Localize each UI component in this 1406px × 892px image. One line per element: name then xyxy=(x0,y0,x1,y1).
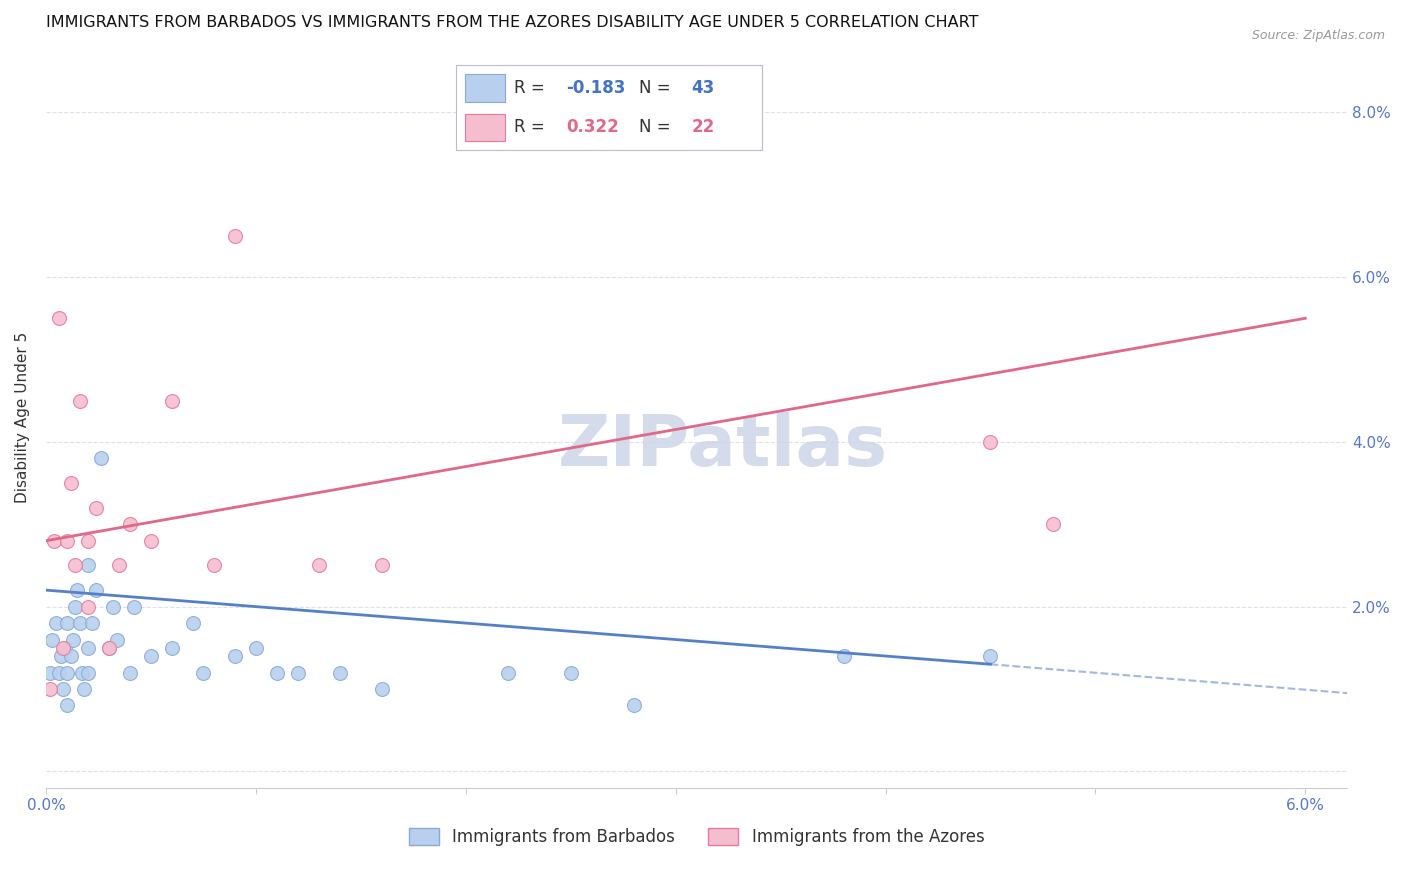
Point xyxy=(122,599,145,614)
Point xyxy=(160,640,183,655)
Point xyxy=(66,583,89,598)
Point xyxy=(308,558,330,573)
Y-axis label: Disability Age Under 5: Disability Age Under 5 xyxy=(15,332,30,503)
Text: ZIPatlas: ZIPatlas xyxy=(558,412,887,482)
Point xyxy=(69,393,91,408)
Point xyxy=(86,583,108,598)
Point xyxy=(287,665,309,680)
Point xyxy=(77,665,100,680)
Text: Source: ZipAtlas.com: Source: ZipAtlas.com xyxy=(1251,29,1385,43)
Point xyxy=(979,434,1001,449)
Point xyxy=(97,640,120,655)
Point xyxy=(56,665,79,680)
Point xyxy=(41,632,63,647)
Point xyxy=(52,681,75,696)
Point xyxy=(49,648,72,663)
Point xyxy=(60,476,83,491)
Point xyxy=(979,648,1001,663)
Point xyxy=(105,632,128,647)
Point xyxy=(65,599,87,614)
Point xyxy=(224,648,246,663)
Point xyxy=(371,681,394,696)
Point xyxy=(1042,517,1064,532)
Point xyxy=(181,616,204,631)
Point xyxy=(52,640,75,655)
Point xyxy=(77,558,100,573)
Point xyxy=(39,681,62,696)
Point xyxy=(224,228,246,243)
Point xyxy=(70,665,93,680)
Point xyxy=(56,698,79,713)
Point xyxy=(62,632,84,647)
Point xyxy=(44,533,66,548)
Point xyxy=(65,558,87,573)
Point xyxy=(73,681,96,696)
Point xyxy=(77,640,100,655)
Point xyxy=(101,599,124,614)
Point xyxy=(90,451,112,466)
Point xyxy=(97,640,120,655)
Point xyxy=(266,665,288,680)
Point xyxy=(202,558,225,573)
Point xyxy=(193,665,215,680)
Point xyxy=(69,616,91,631)
Point xyxy=(832,648,855,663)
Point xyxy=(39,665,62,680)
Point xyxy=(45,616,67,631)
Point xyxy=(371,558,394,573)
Point xyxy=(118,665,141,680)
Text: IMMIGRANTS FROM BARBADOS VS IMMIGRANTS FROM THE AZORES DISABILITY AGE UNDER 5 CO: IMMIGRANTS FROM BARBADOS VS IMMIGRANTS F… xyxy=(46,15,979,30)
Point xyxy=(60,648,83,663)
Legend: Immigrants from Barbados, Immigrants from the Azores: Immigrants from Barbados, Immigrants fro… xyxy=(409,828,984,847)
Point xyxy=(56,616,79,631)
Point xyxy=(82,616,104,631)
Point xyxy=(56,533,79,548)
Point xyxy=(623,698,645,713)
Point xyxy=(48,311,70,326)
Point xyxy=(245,640,267,655)
Point xyxy=(86,500,108,515)
Point xyxy=(48,665,70,680)
Point xyxy=(118,517,141,532)
Point xyxy=(77,599,100,614)
Point xyxy=(53,640,76,655)
Point xyxy=(77,533,100,548)
Point xyxy=(139,533,162,548)
Point xyxy=(139,648,162,663)
Point xyxy=(560,665,582,680)
Point xyxy=(160,393,183,408)
Point xyxy=(108,558,131,573)
Point xyxy=(329,665,352,680)
Point xyxy=(496,665,519,680)
